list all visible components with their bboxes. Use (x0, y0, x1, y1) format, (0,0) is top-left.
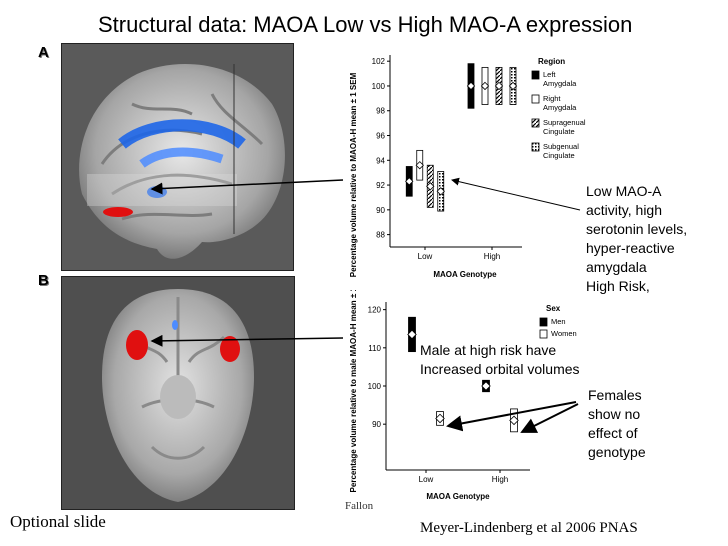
y-tick-label: 88 (376, 231, 385, 240)
mean-marker (480, 81, 490, 91)
legend-label: Right (543, 94, 561, 103)
females-annotation: Females show no effect of genotype (588, 386, 646, 462)
y-tick-label: 90 (376, 206, 385, 215)
chart-b-svg: Percentage volume relative to male MAOA-… (349, 267, 577, 501)
citation: Meyer-Lindenberg et al 2006 PNAS (420, 520, 638, 536)
mean-marker (415, 161, 424, 170)
legend-swatch (531, 94, 540, 104)
legend-swatch (531, 70, 540, 80)
x-tick-label: High (484, 252, 500, 261)
legend-title: Sex (546, 304, 561, 313)
optional-slide-label: Optional slide (10, 512, 106, 531)
y-tick-label: 100 (368, 382, 382, 391)
y-tick-label: 94 (376, 156, 385, 165)
y-tick-label: 96 (376, 132, 385, 141)
legend-swatch (539, 317, 548, 327)
mean-marker (435, 413, 445, 424)
y-tick-label: 90 (372, 420, 381, 429)
panel-a-label: A (38, 44, 49, 61)
mean-marker (426, 182, 435, 191)
low-maoa-arrow (451, 177, 581, 211)
annotation-line: amygdala (586, 259, 647, 275)
chart-b-ylabel: Percentage volume relative to male MAOA-… (349, 290, 358, 492)
sagittal-brain-image (61, 43, 294, 271)
amygdala-arrow (150, 179, 344, 195)
legend-title: Region (538, 57, 565, 66)
legend-label: Left (543, 70, 556, 79)
x-tick-label: Low (418, 252, 433, 261)
mean-marker (466, 81, 476, 91)
mean-marker (405, 177, 414, 186)
mean-marker (436, 187, 445, 196)
annotation-line: Low MAO-A (586, 183, 662, 199)
legend-label: Cingulate (543, 127, 575, 136)
annotation-line: Females (588, 387, 642, 403)
legend-swatch (531, 118, 540, 128)
y-tick-label: 92 (376, 181, 385, 190)
fallon-label: Fallon (345, 500, 374, 512)
axial-brain-svg (62, 277, 294, 509)
y-tick-label: 98 (376, 107, 385, 116)
chart-a-xlabel: MAOA Genotype (433, 270, 497, 279)
female-high-arrow (520, 403, 579, 433)
annotation-line: genotype (588, 444, 646, 460)
orbital-arrow (150, 334, 344, 347)
legend-label: Women (551, 329, 577, 338)
annotation-line: show no (588, 406, 641, 422)
sagittal-brain-svg (62, 44, 293, 270)
chart-b: Percentage volume relative to male MAOA-… (340, 267, 610, 504)
y-tick-label: 120 (368, 306, 382, 315)
y-tick-label: 102 (372, 57, 386, 66)
mean-marker (509, 415, 519, 426)
axial-brain-image (61, 276, 295, 510)
annotation-line: Increased orbital volumes (420, 361, 580, 377)
annotation-line: Male at high risk have (420, 342, 557, 358)
annotation-line: serotonin levels, (586, 221, 688, 237)
annotation-line: effect of (588, 425, 638, 441)
mean-marker (508, 81, 518, 91)
legend-label: Supragenual (543, 118, 586, 127)
legend-swatch (531, 142, 540, 152)
x-tick-label: Low (419, 475, 434, 484)
panel-b-label: B (38, 272, 49, 289)
x-tick-label: High (492, 475, 508, 484)
legend-label: Amygdala (543, 103, 577, 112)
mean-marker (481, 381, 491, 391)
y-tick-label: 100 (372, 82, 386, 91)
annotation-line: hyper-reactive (586, 240, 675, 256)
chart-a-svg: Percentage volume relative to MAOA-H mea… (349, 55, 586, 279)
female-low-arrow (446, 401, 577, 432)
legend-label: Cingulate (543, 151, 575, 160)
low-maoa-annotation: Low MAO-A activity, high serotonin level… (586, 182, 687, 296)
male-risk-annotation: Male at high risk have Increased orbital… (420, 341, 580, 379)
mean-marker (494, 81, 504, 91)
chart-a-ylabel: Percentage volume relative to MAOA-H mea… (349, 72, 358, 277)
slide-title: Structural data: MAOA Low vs High MAO-A … (98, 12, 633, 37)
annotation-line: activity, high (586, 202, 662, 218)
chart-b-xlabel: MAOA Genotype (426, 492, 490, 501)
legend-swatch (539, 329, 548, 339)
legend-label: Men (551, 317, 566, 326)
annotation-line: High Risk, (586, 278, 650, 294)
mean-marker (407, 329, 417, 340)
y-tick-label: 110 (368, 344, 381, 353)
legend-label: Amygdala (543, 79, 577, 88)
legend-label: Subgenual (543, 142, 579, 151)
chart-a: Percentage volume relative to MAOA-H mea… (340, 47, 590, 287)
